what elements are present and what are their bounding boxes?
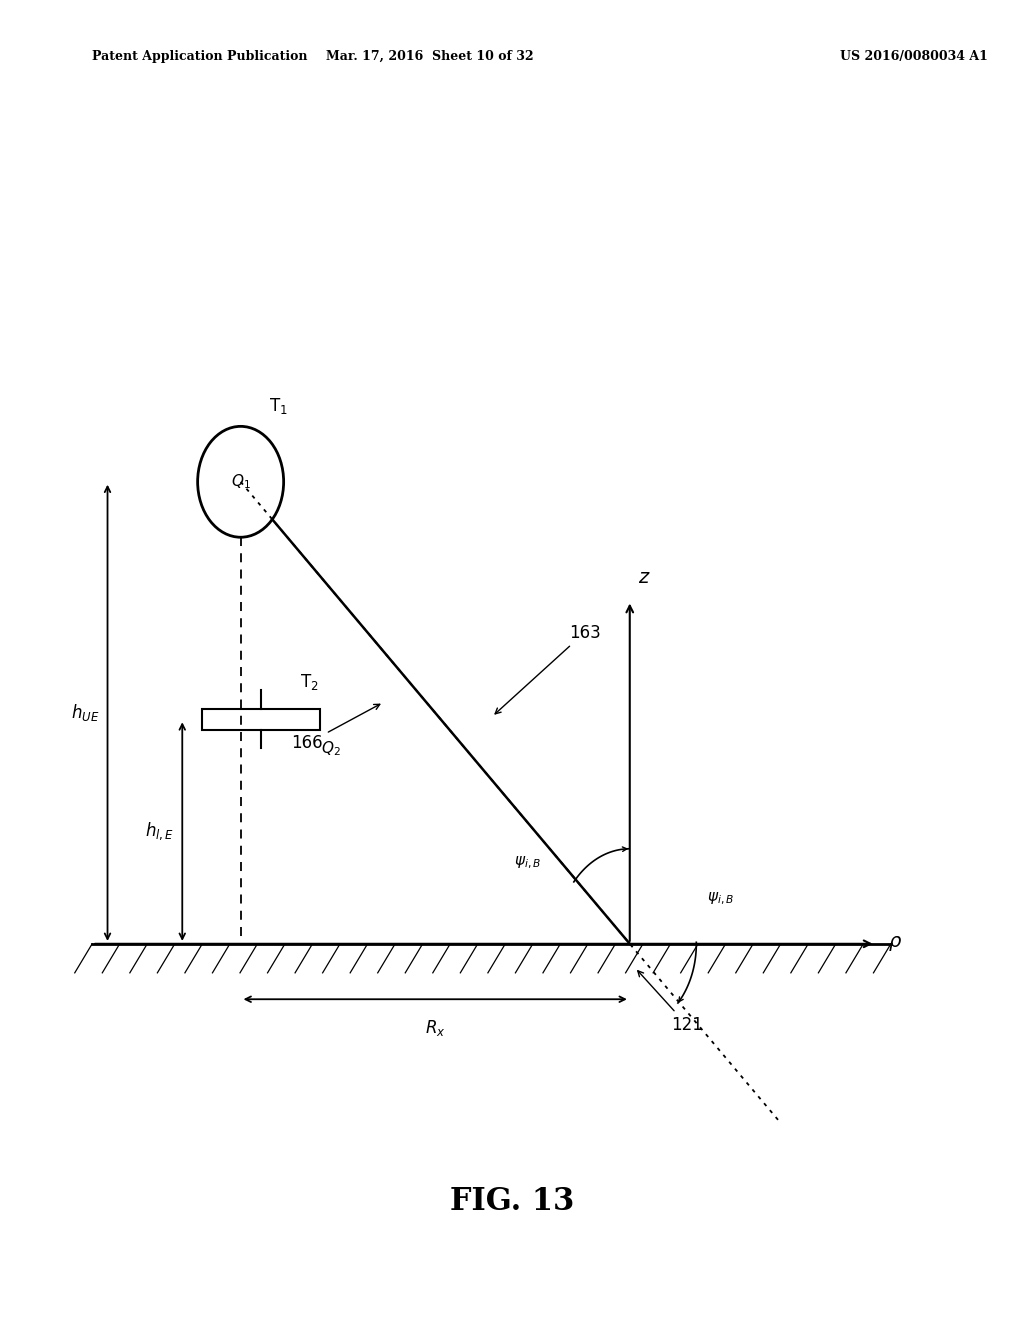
Bar [203,709,319,730]
Text: 163: 163 [496,623,600,714]
Text: $h_{l,E}$: $h_{l,E}$ [145,821,174,842]
Text: $\psi_{i,B}$: $\psi_{i,B}$ [514,855,541,871]
Text: US 2016/0080034 A1: US 2016/0080034 A1 [840,50,987,63]
Text: 121: 121 [638,970,702,1034]
Text: T$_1$: T$_1$ [269,396,288,416]
Text: Mar. 17, 2016  Sheet 10 of 32: Mar. 17, 2016 Sheet 10 of 32 [327,50,534,63]
Text: FIG. 13: FIG. 13 [450,1185,574,1217]
Text: Patent Application Publication: Patent Application Publication [92,50,307,63]
Text: 166: 166 [292,705,380,752]
Text: z: z [638,569,648,587]
Text: Q$_1$: Q$_1$ [230,473,251,491]
Text: $\rho$: $\rho$ [888,935,902,953]
Text: $h_{UE}$: $h_{UE}$ [71,702,99,723]
Text: $\psi_{i,B}$: $\psi_{i,B}$ [707,891,734,907]
Text: $R_x$: $R_x$ [425,1018,445,1038]
Text: Q$_2$: Q$_2$ [321,739,340,758]
Text: T$_2$: T$_2$ [300,672,318,693]
